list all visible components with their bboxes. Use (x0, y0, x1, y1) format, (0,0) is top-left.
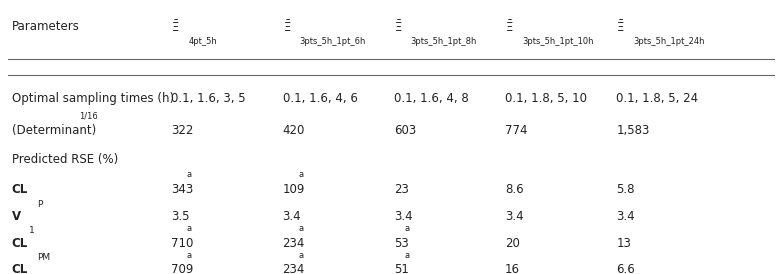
Text: 3pts_5h_1pt_6h: 3pts_5h_1pt_6h (299, 37, 366, 46)
Text: CL: CL (12, 263, 28, 274)
Text: 0.1, 1.8, 5, 24: 0.1, 1.8, 5, 24 (616, 92, 698, 105)
Text: a: a (187, 251, 192, 260)
Text: 6.6: 6.6 (616, 263, 635, 274)
Text: CL: CL (12, 183, 28, 196)
Text: 709: 709 (171, 263, 193, 274)
Text: 3.4: 3.4 (394, 210, 413, 223)
Text: a: a (298, 251, 303, 260)
Text: 3.4: 3.4 (505, 210, 524, 223)
Text: 774: 774 (505, 124, 528, 137)
Text: 1: 1 (28, 227, 34, 235)
Text: 420: 420 (283, 124, 305, 137)
Text: 0.1, 1.6, 4, 6: 0.1, 1.6, 4, 6 (283, 92, 357, 105)
Text: 1/16: 1/16 (80, 111, 98, 120)
Text: 20: 20 (505, 236, 520, 250)
Text: a: a (404, 224, 410, 233)
Text: a: a (298, 170, 303, 179)
Text: 3.4: 3.4 (616, 210, 635, 223)
Text: 0.1, 1.6, 4, 8: 0.1, 1.6, 4, 8 (394, 92, 468, 105)
Text: a: a (298, 224, 303, 233)
Text: V: V (12, 210, 21, 223)
Text: 13: 13 (616, 236, 631, 250)
Text: 3pts_5h_1pt_8h: 3pts_5h_1pt_8h (410, 37, 477, 46)
Text: P: P (37, 200, 42, 209)
Text: a: a (404, 251, 410, 260)
Text: 8.6: 8.6 (505, 183, 524, 196)
Text: 603: 603 (394, 124, 416, 137)
Text: 3.5: 3.5 (171, 210, 189, 223)
Text: 0.1, 1.6, 3, 5: 0.1, 1.6, 3, 5 (171, 92, 246, 105)
Text: 5.8: 5.8 (616, 183, 635, 196)
Text: 51: 51 (394, 263, 409, 274)
Text: $\bar{\Xi}$: $\bar{\Xi}$ (394, 19, 402, 35)
Text: 53: 53 (394, 236, 409, 250)
Text: 16: 16 (505, 263, 520, 274)
Text: Parameters: Parameters (12, 20, 80, 33)
Text: 322: 322 (171, 124, 193, 137)
Text: 3.4: 3.4 (283, 210, 301, 223)
Text: 1,583: 1,583 (616, 124, 650, 137)
Text: a: a (187, 170, 192, 179)
Text: $\bar{\Xi}$: $\bar{\Xi}$ (616, 19, 625, 35)
Text: 4pt_5h: 4pt_5h (188, 37, 217, 46)
Text: 3pts_5h_1pt_10h: 3pts_5h_1pt_10h (522, 37, 594, 46)
Text: (Determinant): (Determinant) (12, 124, 96, 137)
Text: $\bar{\Xi}$: $\bar{\Xi}$ (505, 19, 514, 35)
Text: 234: 234 (283, 263, 305, 274)
Text: Optimal sampling times (h): Optimal sampling times (h) (12, 92, 174, 105)
Text: a: a (187, 224, 192, 233)
Text: 3pts_5h_1pt_24h: 3pts_5h_1pt_24h (633, 37, 705, 46)
Text: $\bar{\Xi}$: $\bar{\Xi}$ (171, 19, 179, 35)
Text: 234: 234 (283, 236, 305, 250)
Text: CL: CL (12, 236, 28, 250)
Text: $\bar{\Xi}$: $\bar{\Xi}$ (283, 19, 291, 35)
Text: 109: 109 (283, 183, 305, 196)
Text: Predicted RSE (%): Predicted RSE (%) (12, 153, 118, 166)
Text: 710: 710 (171, 236, 193, 250)
Text: PM: PM (37, 253, 50, 262)
Text: 0.1, 1.8, 5, 10: 0.1, 1.8, 5, 10 (505, 92, 587, 105)
Text: 343: 343 (171, 183, 193, 196)
Text: 23: 23 (394, 183, 409, 196)
